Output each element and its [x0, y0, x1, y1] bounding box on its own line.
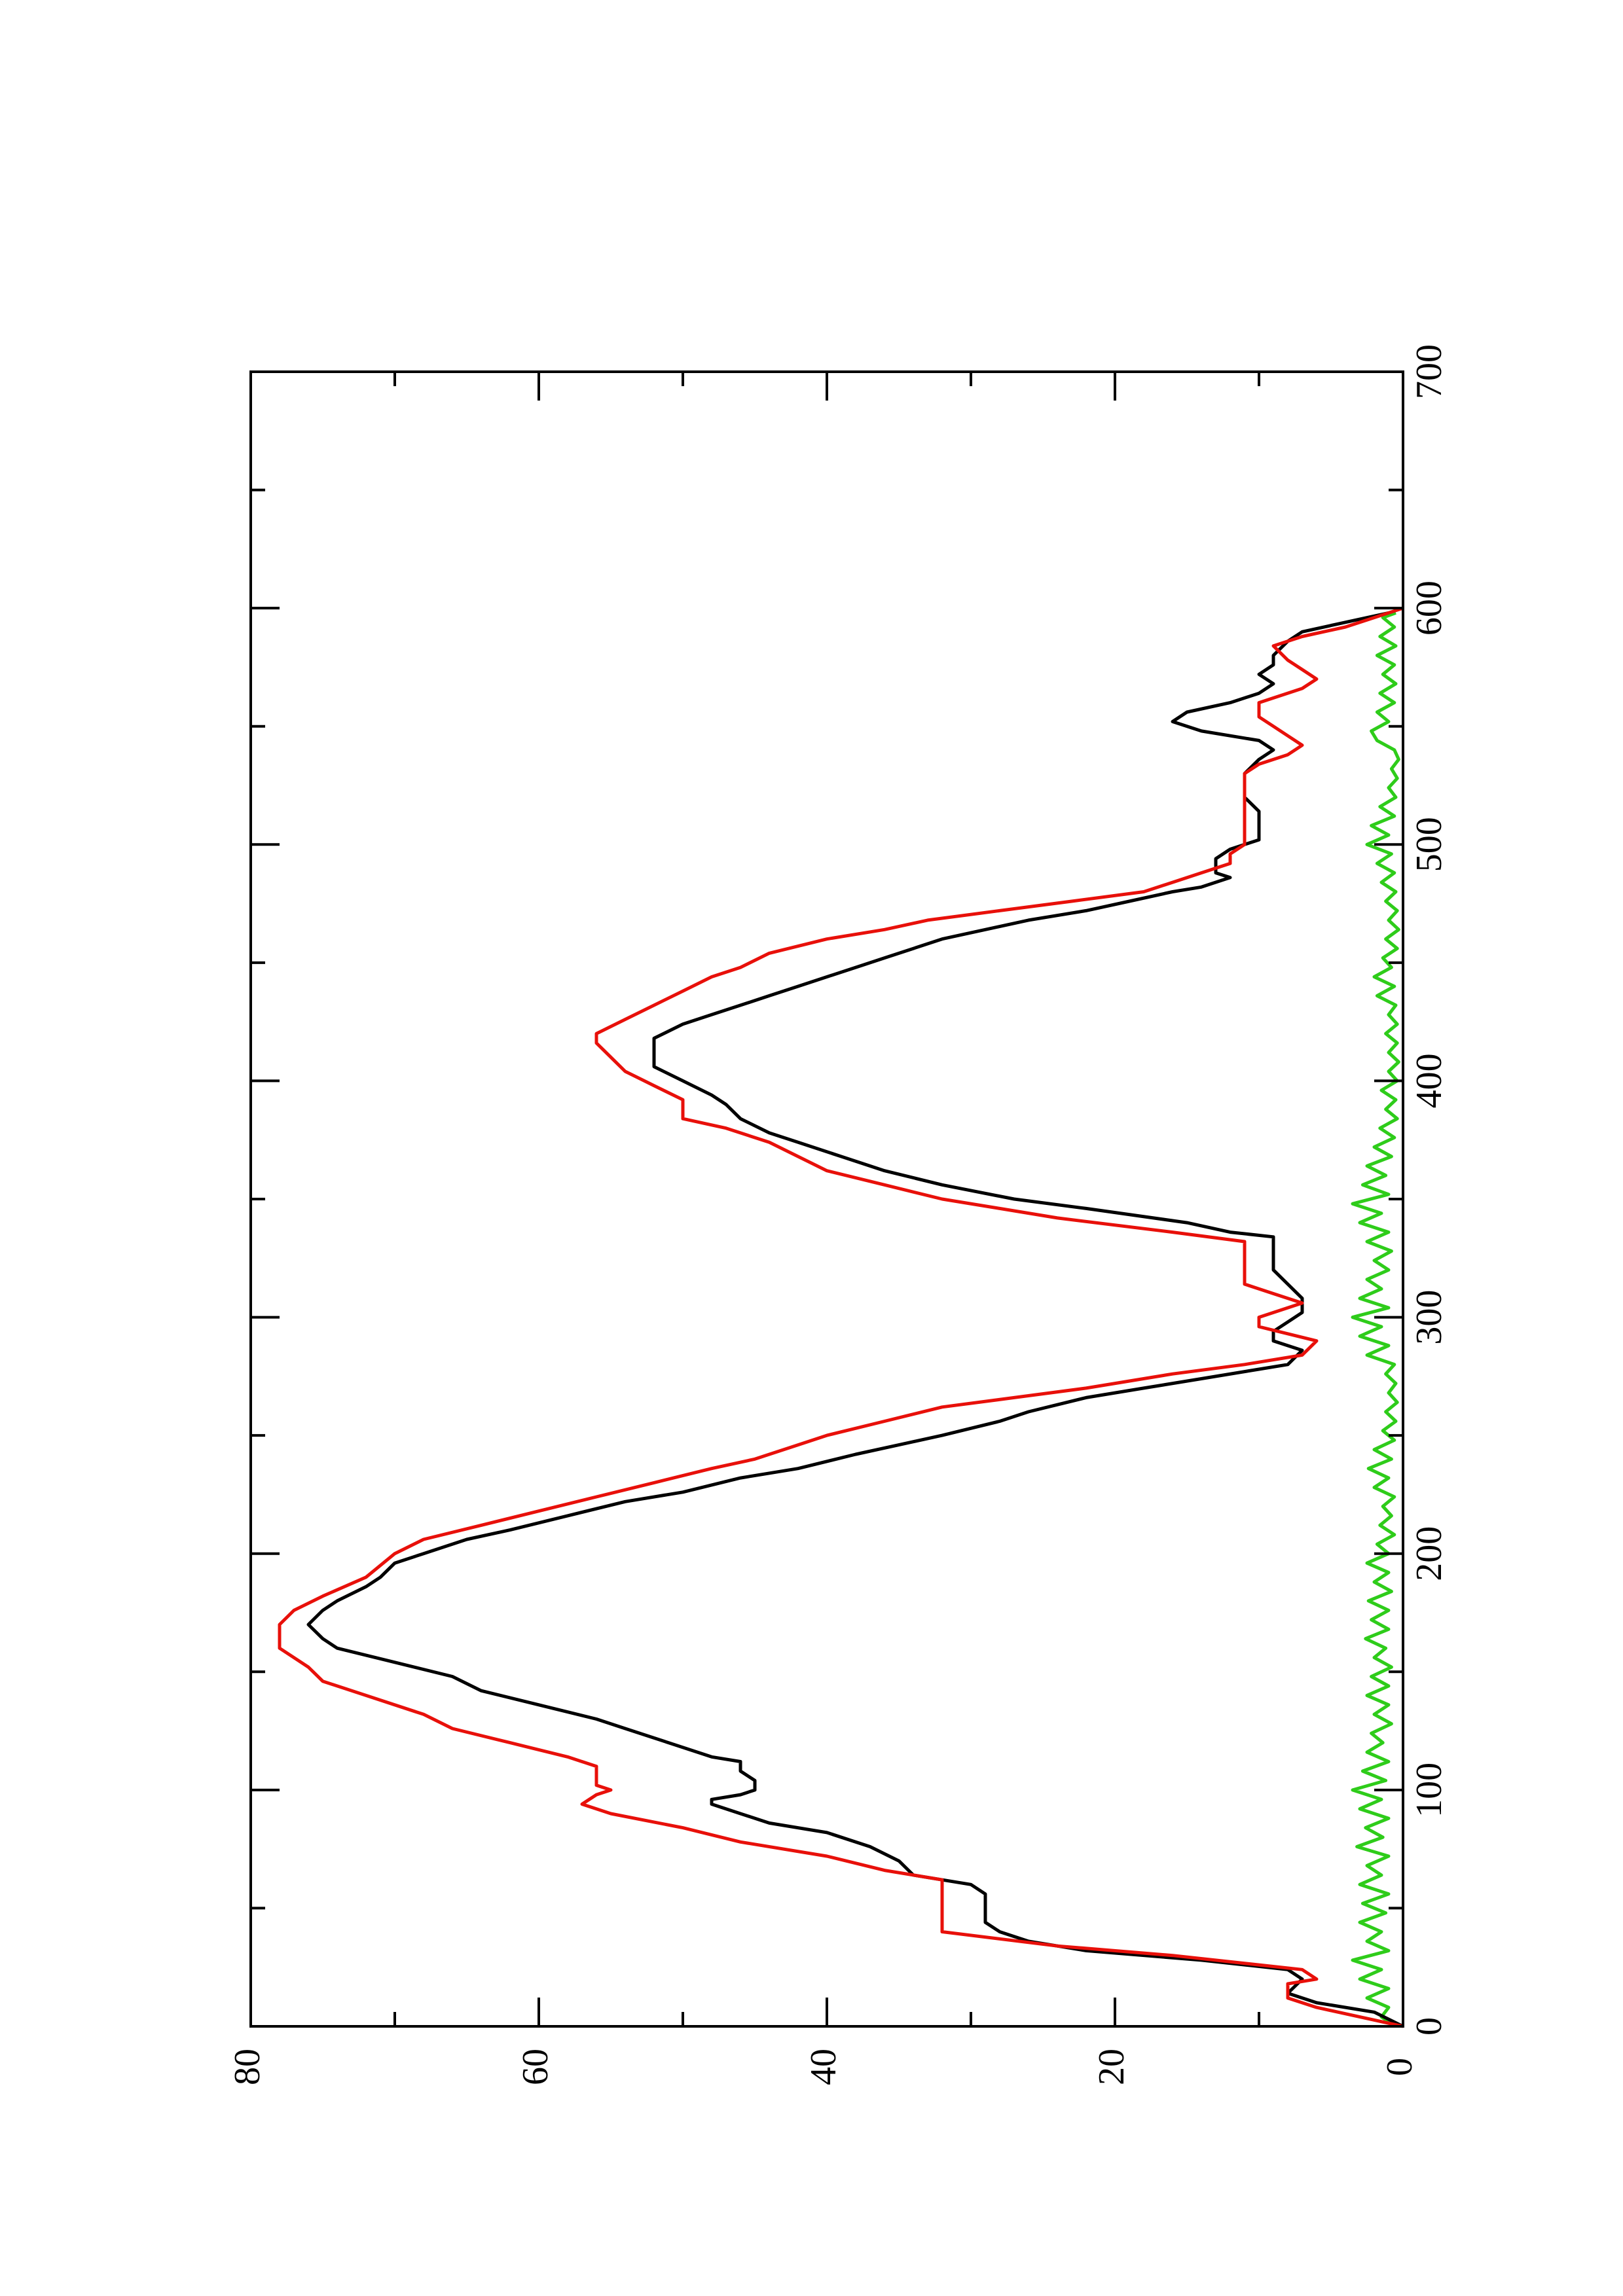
x-tick-label: 400: [1409, 1053, 1450, 1108]
tick-labels: 0 100 200 300 400 500 600 700 0 20 40 60 80: [227, 344, 1450, 2085]
y-tick-label: 40: [803, 2049, 844, 2085]
plot-frame: [249, 370, 1404, 2028]
x-tick-label: 700: [1409, 344, 1450, 399]
y-tick-label: 0: [1379, 2058, 1420, 2076]
x-tick-label: 200: [1409, 1526, 1450, 1581]
series-line-3: [1351, 611, 1400, 2028]
x-tick-label: 100: [1409, 1763, 1450, 1818]
y-tick-label: 80: [227, 2049, 268, 2085]
series-line-2: [278, 606, 1404, 2028]
x-tick-label: 300: [1409, 1290, 1450, 1345]
plot-area: 0 100 200 300 400 500 600 700 0 20 40 60 80: [227, 344, 1450, 2085]
series-layer: [278, 606, 1404, 2028]
y-tick-label: 60: [515, 2049, 556, 2085]
x-tick-label: 600: [1409, 581, 1450, 636]
series-line-1: [306, 611, 1404, 2028]
x-tick-label: 500: [1409, 817, 1450, 872]
y-tick-label: 20: [1091, 2049, 1132, 2085]
tick-marks: [249, 370, 1404, 2028]
x-tick-label: 0: [1409, 2017, 1450, 2036]
